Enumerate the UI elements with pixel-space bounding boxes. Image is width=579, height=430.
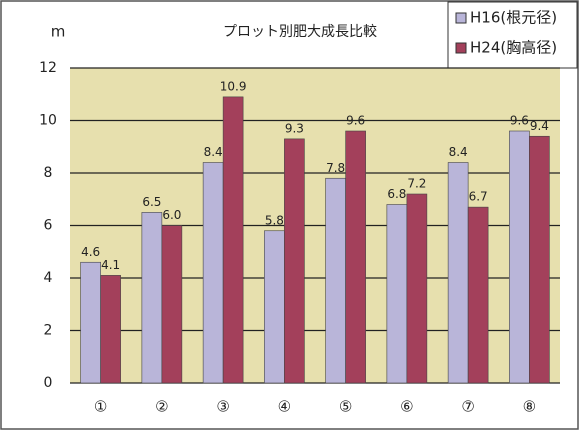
legend-swatch — [455, 42, 467, 54]
bar — [529, 135, 550, 384]
bar — [325, 177, 346, 384]
bar — [264, 230, 285, 384]
bar — [467, 206, 489, 384]
data-label: 8.4 — [449, 145, 468, 159]
data-label: 5.8 — [265, 213, 284, 227]
y-tick-label: 12 — [39, 60, 57, 76]
bar — [80, 261, 101, 384]
legend-swatch — [455, 12, 467, 24]
bar — [161, 225, 183, 384]
data-label: 8.4 — [204, 145, 223, 159]
x-tick-label: ④ — [278, 398, 291, 416]
x-tick-label: ⑧ — [523, 398, 536, 416]
data-label: 9.4 — [530, 119, 549, 133]
bar — [386, 204, 408, 384]
x-tick-label: ② — [155, 398, 168, 416]
data-label: 6.7 — [469, 190, 488, 204]
bar — [141, 212, 163, 384]
data-label: 6.5 — [142, 195, 161, 209]
x-tick-label: ⑥ — [400, 398, 413, 416]
data-label: 9.6 — [346, 114, 365, 128]
data-label: 4.6 — [81, 245, 100, 259]
data-label: 9.3 — [285, 121, 304, 135]
data-label: 7.8 — [326, 161, 345, 175]
data-label: 10.9 — [220, 79, 247, 93]
data-label: 6.8 — [387, 187, 406, 201]
bar — [100, 275, 121, 384]
bar — [509, 130, 530, 384]
legend — [447, 1, 578, 69]
y-tick-label: 8 — [44, 165, 53, 181]
y-tick-label: 2 — [44, 323, 53, 339]
x-tick-label: ① — [94, 398, 107, 416]
bar — [345, 130, 366, 384]
bar — [202, 162, 224, 384]
x-tick-label: ⑤ — [339, 398, 352, 416]
data-label: 6.0 — [162, 208, 181, 222]
x-tick-label: ③ — [216, 398, 229, 416]
y-tick-label: 0 — [44, 375, 53, 391]
y-axis-label: m — [51, 23, 66, 41]
y-tick-label: 4 — [44, 270, 53, 286]
legend-label: H24(胸高径) — [470, 39, 557, 57]
bar — [284, 138, 305, 384]
chart-title: プロット別肥大成長比較 — [223, 24, 377, 40]
data-label: 9.6 — [510, 114, 529, 128]
y-tick-label: 10 — [39, 113, 57, 129]
legend-label: H16(根元径) — [470, 9, 557, 27]
data-label: 4.1 — [101, 258, 120, 272]
bar — [406, 193, 428, 384]
bar — [447, 162, 469, 384]
bar — [222, 96, 244, 384]
y-tick-label: 6 — [44, 218, 53, 234]
data-label: 7.2 — [407, 177, 426, 191]
x-tick-label: ⑦ — [461, 398, 474, 416]
